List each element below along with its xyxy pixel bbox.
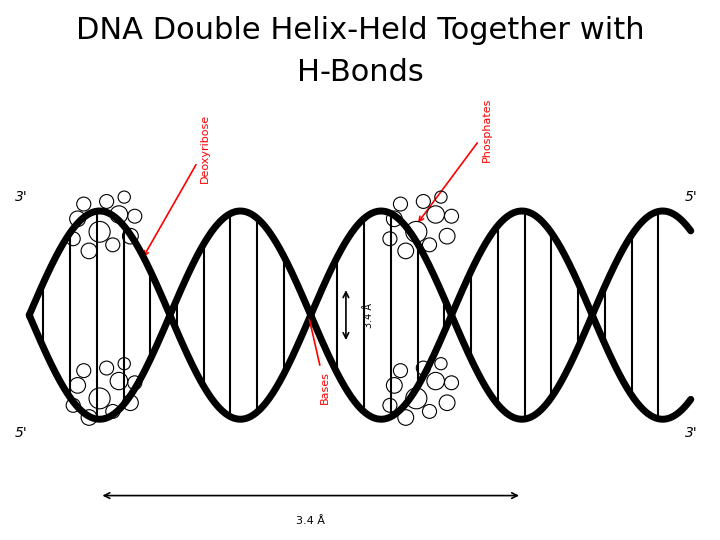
Text: 3': 3' <box>15 190 28 204</box>
Text: 3': 3' <box>685 426 698 440</box>
Text: 3.4 Å: 3.4 Å <box>296 516 325 526</box>
Text: H-Bonds: H-Bonds <box>297 58 423 87</box>
Text: Bases: Bases <box>304 299 330 403</box>
Text: DNA Double Helix-Held Together with: DNA Double Helix-Held Together with <box>76 16 644 45</box>
Text: 3.4 Å: 3.4 Å <box>364 302 374 328</box>
Text: 5': 5' <box>685 190 698 204</box>
Text: 5': 5' <box>15 426 28 440</box>
Text: Phosphates: Phosphates <box>419 98 492 221</box>
Text: Deoxyribose: Deoxyribose <box>144 114 210 255</box>
